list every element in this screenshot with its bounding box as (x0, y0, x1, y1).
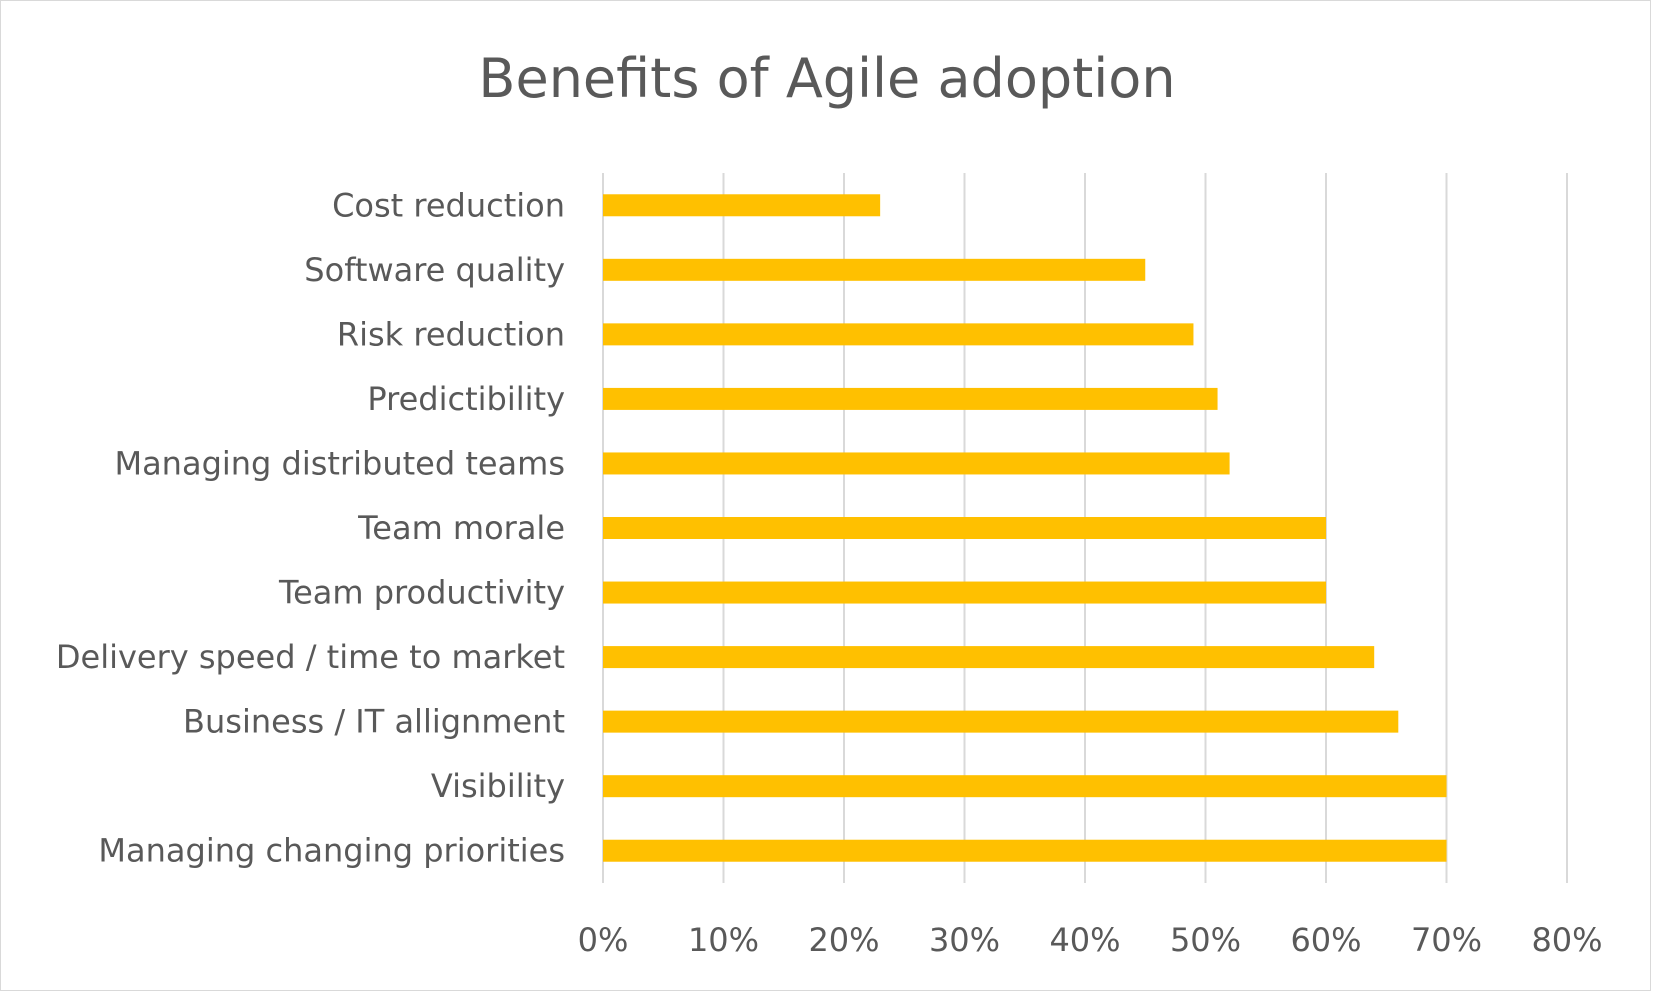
category-label: Cost reduction (332, 186, 565, 224)
category-label: Visibility (431, 767, 565, 805)
category-label: Team productivity (278, 574, 565, 612)
x-tick-label: 20% (808, 921, 879, 959)
bar (603, 258, 1146, 281)
bar (603, 323, 1194, 346)
x-tick-label: 60% (1290, 921, 1361, 959)
bar (603, 646, 1375, 669)
category-label: Delivery speed / time to market (56, 638, 565, 676)
bars (603, 194, 1447, 862)
x-tick-label: 30% (929, 921, 1000, 959)
bar (603, 452, 1230, 475)
category-label: Managing distributed teams (114, 444, 565, 482)
chart-title: Benefits of Agile adoption (478, 47, 1175, 110)
bar (603, 775, 1447, 798)
x-tick-label: 0% (578, 921, 629, 959)
x-tick-label: 80% (1531, 921, 1602, 959)
bar (603, 517, 1326, 539)
category-label: Team morale (357, 509, 565, 547)
bar (603, 194, 881, 217)
x-tick-label: 10% (688, 921, 759, 959)
category-label: Business / IT allignment (183, 703, 565, 741)
x-tick-label: 50% (1170, 921, 1241, 959)
category-label: Predictibility (367, 380, 565, 418)
category-label: Software quality (304, 251, 565, 289)
x-tick-label: 40% (1049, 921, 1120, 959)
bar (603, 581, 1326, 604)
category-labels: Cost reduction Software quality Risk reduc… (56, 186, 565, 869)
bar (603, 839, 1447, 862)
x-axis-tick-labels: 0% 10% 20% 30% 40% 50% 60% 70% 80% (578, 921, 1603, 959)
category-label: Managing changing priorities (98, 832, 565, 870)
bar (603, 387, 1218, 410)
x-tick-label: 70% (1411, 921, 1482, 959)
category-label: Risk reduction (337, 315, 565, 353)
bar (603, 710, 1399, 733)
